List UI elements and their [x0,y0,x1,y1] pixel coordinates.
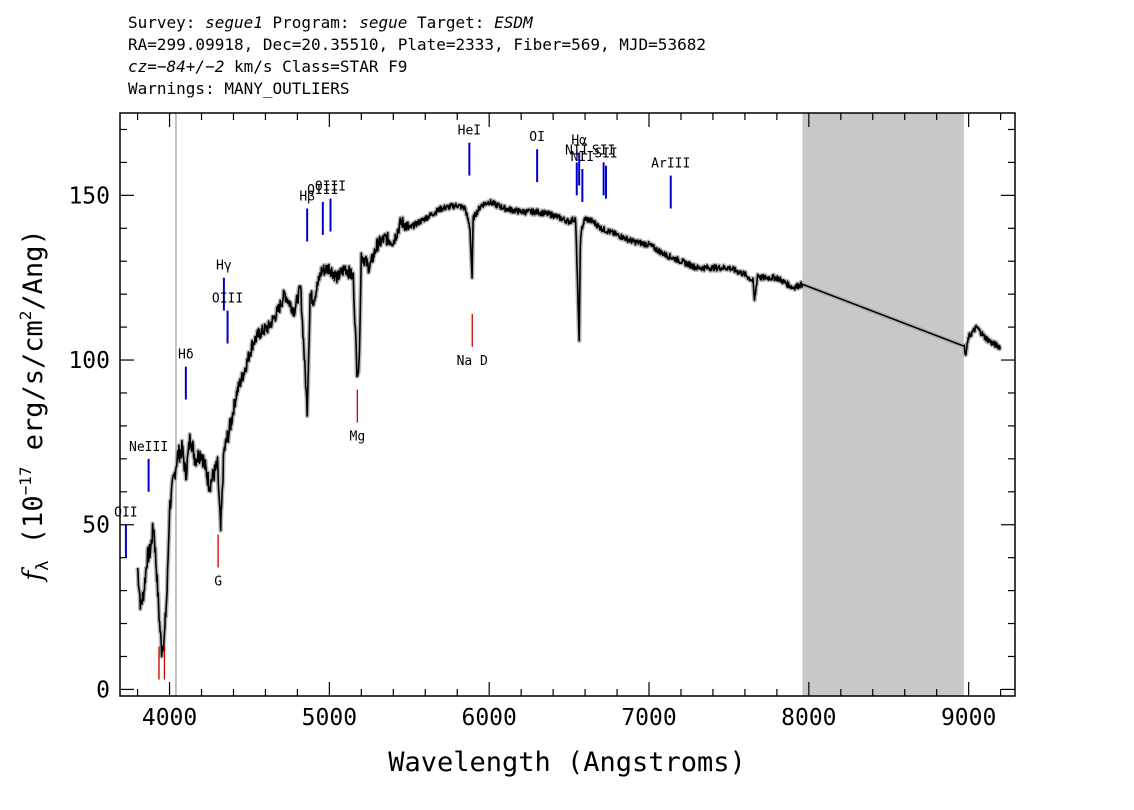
line-label-15: ArIII [651,157,690,172]
line-label-17: Mg [350,430,366,445]
line-label-7: OIII [315,180,346,195]
header-line-survey: Survey: segue1 Program: segue Target: ES… [128,12,706,34]
y-axis-label: fλ (10−17 erg/s/cm2/Ang) [16,229,53,582]
header-line-coords: RA=299.09918, Dec=20.35510, Plate=2333, … [128,35,706,54]
x-tick-label-9000: 9000 [941,705,996,731]
line-label-14: SII [594,147,617,162]
class-text: km/s Class=STAR F9 [224,57,408,76]
line-label-5: Hβ [299,190,315,205]
line-label-12: NII [571,150,594,165]
cz-value: cz=−84+/−2 [128,57,225,76]
line-label-1: NeIII [129,440,168,455]
line-label-3: Hγ [216,259,232,274]
survey-label: Survey: [128,13,206,32]
line-label-4: OIII [212,292,243,307]
spectrum-header: Survey: segue1 Program: segue Target: ES… [128,12,706,100]
x-tick-label-6000: 6000 [461,705,516,731]
line-label-9: OI [529,130,545,145]
line-label-2: Hδ [178,348,194,363]
target-value: ESDM [494,13,533,32]
y-tick-label-0: 0 [96,677,110,703]
y-tick-label-100: 100 [68,348,110,374]
y-tick-label-150: 150 [68,183,110,209]
x-tick-label-7000: 7000 [621,705,676,731]
x-tick-label-4000: 4000 [142,705,197,731]
x-tick-label-5000: 5000 [302,705,357,731]
program-label: Program: [262,13,360,32]
line-label-18: Na D [457,354,488,369]
program-value: segue [359,13,408,32]
spectrum-line [136,199,1001,658]
line-label-11: Hα [571,134,587,149]
line-label-6: OIII [307,183,338,198]
header-line-redshift: cz=−84+/−2 km/s Class=STAR F9 [128,56,706,78]
survey-value: segue1 [205,13,263,32]
line-label-13: SII [592,143,615,158]
y-tick-label-50: 50 [82,513,110,539]
x-tick-label-8000: 8000 [781,705,836,731]
line-label-0: OII [114,506,137,521]
masked-region [802,113,964,696]
x-axis-label: Wavelength (Angstroms) [388,747,746,778]
header-line-warnings: Warnings: MANY_OUTLIERS [128,79,350,98]
target-label: Target: [407,13,495,32]
line-label-8: HeI [458,124,481,139]
line-label-16: G [214,575,222,590]
plot-frame [119,112,1016,697]
line-label-10: NII [565,143,588,158]
